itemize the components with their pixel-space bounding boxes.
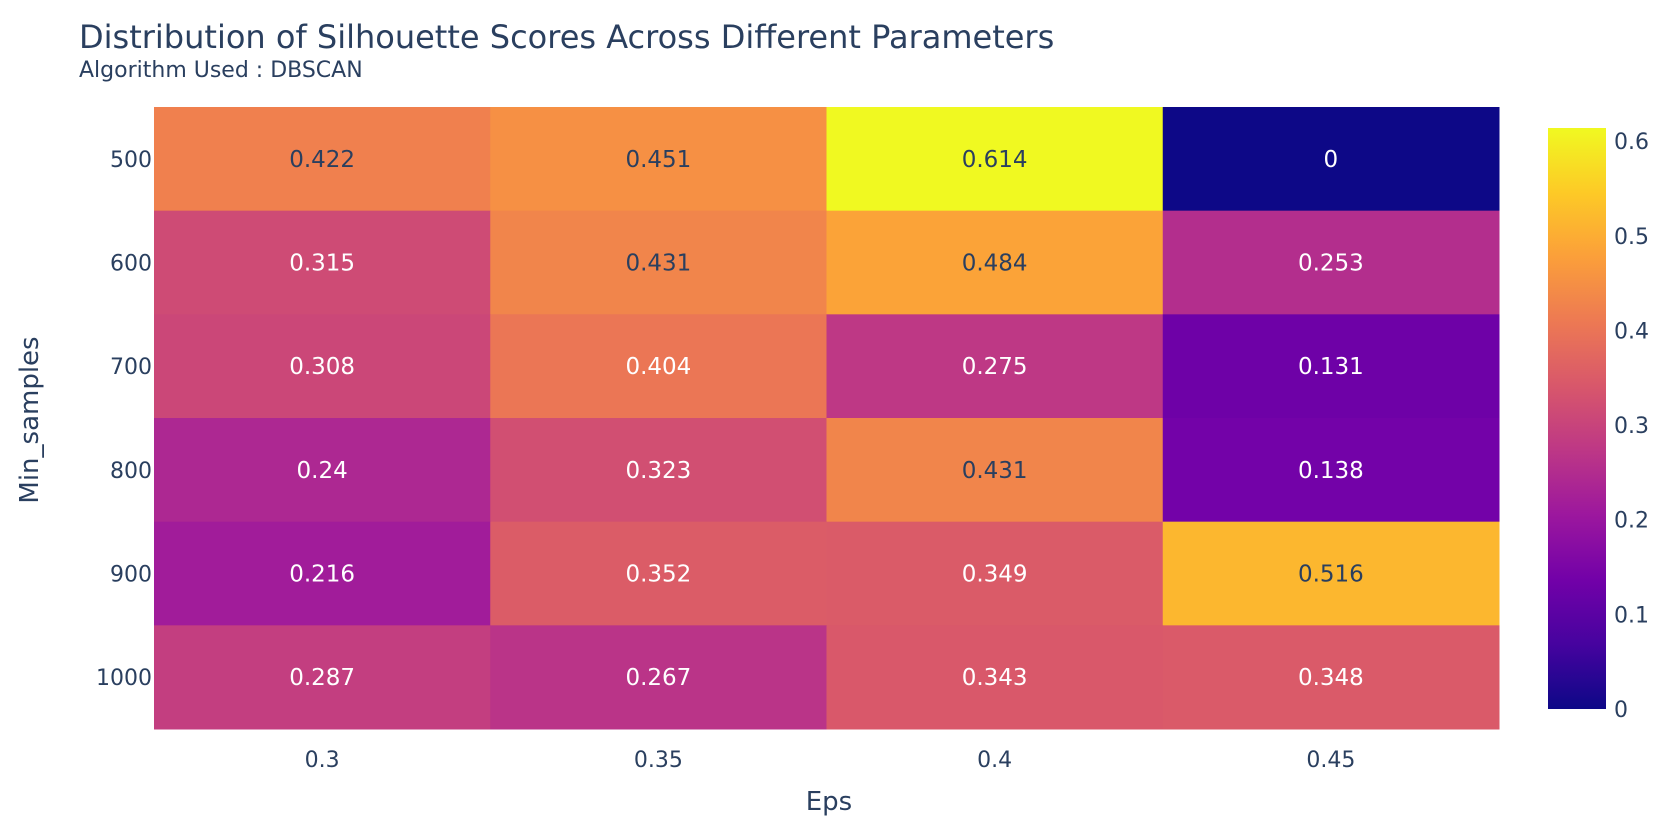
heatmap-cell (826, 521, 1164, 626)
heatmap-cell (1162, 521, 1500, 626)
x-tick-label: 0.3 (305, 748, 340, 773)
heatmap-cell-label: 0.348 (1298, 665, 1364, 691)
heatmap-cell-label: 0.323 (625, 458, 691, 484)
heatmap-cell-label: 0.267 (625, 665, 691, 691)
colorbar (1548, 128, 1606, 709)
colorbar-tick-label: 0.1 (1614, 603, 1649, 628)
x-tick-label: 0.4 (977, 748, 1012, 773)
heatmap-cell-label: 0.614 (962, 147, 1028, 173)
heatmap-cell-label: 0 (1324, 147, 1339, 173)
heatmap-cell (1162, 210, 1500, 315)
colorbar-ticks: 0 0.1 0.2 0.3 0.4 0.5 0.6 (1614, 130, 1649, 723)
heatmap-cell-label: 0.422 (289, 147, 355, 173)
heatmap-cell-label: 0.138 (1298, 458, 1364, 484)
colorbar-tick-label: 0.2 (1614, 509, 1649, 534)
x-axis-title: Eps (806, 787, 852, 817)
x-tick-label: 0.45 (1306, 748, 1355, 773)
heatmap-cell (826, 625, 1164, 730)
chart-title: Distribution of Silhouette Scores Across… (79, 18, 1054, 56)
y-tick-label: 700 (110, 355, 152, 380)
heatmap-cell (154, 107, 491, 212)
heatmap-cell (154, 521, 491, 626)
heatmap-cells (154, 107, 1500, 730)
heatmap-cell-labels: 0.422 0.451 0.614 0 0.315 0.431 0.484 0.253 0.30… (289, 147, 1364, 691)
heatmap-cell (154, 210, 491, 315)
y-tick-label: 800 (110, 459, 152, 484)
heatmap-cell-label: 0.343 (962, 665, 1028, 691)
colorbar-tick-label: 0.6 (1614, 130, 1649, 155)
heatmap-cell (1162, 107, 1500, 212)
heatmap-cell-label: 0.253 (1298, 251, 1364, 277)
heatmap-cell (490, 625, 827, 730)
heatmap-cell-label: 0.216 (289, 562, 355, 588)
heatmap-cell (490, 107, 827, 212)
y-tick-label: 600 (110, 252, 152, 277)
heatmap-cell-label: 0.352 (625, 562, 691, 588)
y-axis-ticks: 500 600 700 800 900 1000 (96, 148, 152, 691)
colorbar-tick-label: 0.5 (1614, 225, 1649, 250)
heatmap-cell-label: 0.404 (625, 354, 691, 380)
y-tick-label: 500 (110, 148, 152, 173)
heatmap-cell (490, 314, 827, 419)
heatmap-cell-label: 0.484 (962, 251, 1028, 277)
y-tick-label: 1000 (96, 666, 152, 691)
heatmap-cell-label: 0.275 (962, 354, 1028, 380)
heatmap-cell-label: 0.131 (1298, 354, 1364, 380)
heatmap-cell (154, 418, 491, 523)
heatmap-cell (826, 107, 1164, 212)
heatmap-cell (826, 314, 1164, 419)
heatmap-cell (826, 418, 1164, 523)
heatmap-cell (154, 625, 491, 730)
heatmap-cell (490, 521, 827, 626)
heatmap-cell-label: 0.431 (625, 251, 691, 277)
chart-subtitle: Algorithm Used : DBSCAN (79, 58, 363, 83)
heatmap-cell (490, 418, 827, 523)
heatmap-cell (1162, 418, 1500, 523)
y-axis-title: Min_samples (15, 336, 45, 503)
colorbar-tick-label: 0.3 (1614, 414, 1649, 439)
heatmap-cell-label: 0.287 (289, 665, 355, 691)
heatmap-cell-label: 0.451 (625, 147, 691, 173)
colorbar-tick-label: 0.4 (1614, 319, 1649, 344)
x-tick-label: 0.35 (634, 748, 683, 773)
heatmap-cell-label: 0.24 (297, 458, 348, 484)
x-axis-ticks: 0.3 0.35 0.4 0.45 (305, 748, 1356, 773)
heatmap-cell (826, 210, 1164, 315)
heatmap-cell-label: 0.308 (289, 354, 355, 380)
heatmap-cell (490, 210, 827, 315)
y-tick-label: 900 (110, 563, 152, 588)
heatmap-cell (154, 314, 491, 419)
heatmap-cell (1162, 625, 1500, 730)
heatmap-cell-label: 0.315 (289, 251, 355, 277)
heatmap-cell-label: 0.431 (962, 458, 1028, 484)
colorbar-tick-label: 0 (1614, 698, 1628, 723)
heatmap-cell-label: 0.516 (1298, 562, 1364, 588)
heatmap-cell (1162, 314, 1500, 419)
heatmap-cell-label: 0.349 (962, 562, 1028, 588)
